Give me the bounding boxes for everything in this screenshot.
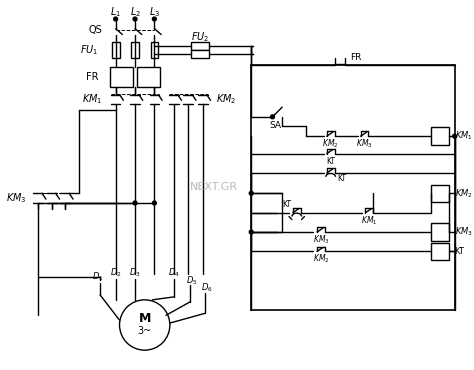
Text: M: M [138,312,151,325]
Circle shape [271,115,274,119]
Text: $KM_3$: $KM_3$ [356,138,373,150]
Text: $KM_1$: $KM_1$ [455,130,473,142]
Circle shape [119,300,170,350]
Text: $D_5$: $D_5$ [186,274,198,287]
Text: QS: QS [88,25,102,35]
Circle shape [133,17,137,21]
Bar [112,42,119,58]
Text: $FU_1$: $FU_1$ [80,43,98,57]
Bar [131,42,139,58]
Bar [431,223,449,241]
Text: SA: SA [269,121,282,130]
Text: $L_1$: $L_1$ [110,5,121,19]
Text: KT: KT [337,174,346,183]
Text: $KM_1$: $KM_1$ [361,214,378,227]
Text: KT: KT [283,201,292,209]
Circle shape [133,201,137,205]
Text: $L_3$: $L_3$ [149,5,160,19]
Text: $KM_1$: $KM_1$ [82,92,102,106]
Text: $KM_3$: $KM_3$ [6,191,27,205]
Text: $KM_2$: $KM_2$ [455,187,473,199]
Circle shape [249,230,253,234]
Bar [431,185,449,202]
Bar [191,50,209,58]
Text: $D_6$: $D_6$ [201,282,212,295]
Circle shape [153,201,156,205]
Circle shape [249,191,253,195]
Text: $FU_2$: $FU_2$ [191,30,209,44]
Bar [191,42,209,50]
Text: $KM_3$: $KM_3$ [455,226,473,238]
Bar [137,67,160,87]
Text: NEXT.GR: NEXT.GR [191,182,238,192]
Text: FR: FR [86,72,98,82]
Bar [110,67,133,87]
Circle shape [453,134,456,138]
Bar [151,42,158,58]
Text: $D_3$: $D_3$ [129,266,141,279]
Text: 3~: 3~ [137,326,152,336]
Bar [431,243,449,260]
Text: $KM_2$: $KM_2$ [216,92,237,106]
Text: KT: KT [455,247,465,256]
Text: $KM_2$: $KM_2$ [322,138,339,150]
Text: $D_2$: $D_2$ [110,266,121,279]
Circle shape [153,17,156,21]
Text: $D_4$: $D_4$ [168,266,180,279]
Bar [431,127,449,145]
Text: KT: KT [326,157,335,166]
Text: $L_2$: $L_2$ [129,5,140,19]
Circle shape [114,17,118,21]
Text: $KM_3$: $KM_3$ [313,233,329,246]
Text: $D_1$: $D_1$ [92,270,104,283]
Text: $KM_2$: $KM_2$ [313,253,329,265]
Text: FR: FR [350,53,361,62]
